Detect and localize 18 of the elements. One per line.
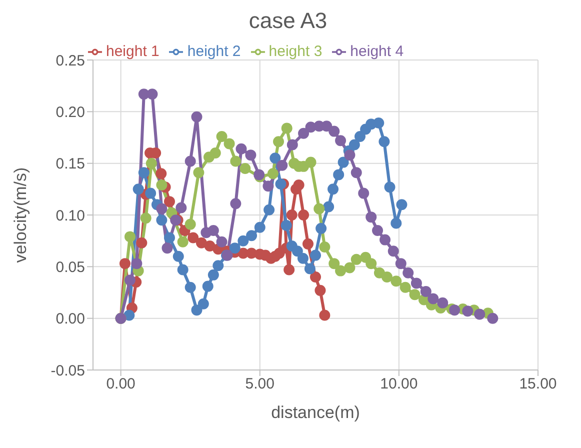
legend-label: height 3 <box>268 43 322 60</box>
x-axis-title: distance(m) <box>271 403 360 422</box>
y-tick-label: 0.05 <box>56 258 85 276</box>
y-tick-label: 0.00 <box>56 310 85 328</box>
legend-label: height 2 <box>187 43 241 60</box>
chart-title: case A3 <box>248 8 328 35</box>
text: height 1 <box>106 43 160 60</box>
y-tick-label: 0.10 <box>56 207 85 224</box>
x-tick-label: 15.00 <box>519 376 557 393</box>
x-tick-label: 10.00 <box>380 376 418 393</box>
legend-label: height 4 <box>350 43 404 60</box>
y-tick-label: 0.20 <box>56 104 85 121</box>
y-tick-label: 0.25 <box>56 52 85 70</box>
y-axis-title: velocity(m/s) <box>11 167 30 263</box>
x-tick-label: 5.00 <box>245 376 274 393</box>
y-tick-label: 0.15 <box>56 156 85 173</box>
x-tick-label: 0.00 <box>106 376 136 393</box>
y-tick-label: -0.05 <box>50 362 85 380</box>
